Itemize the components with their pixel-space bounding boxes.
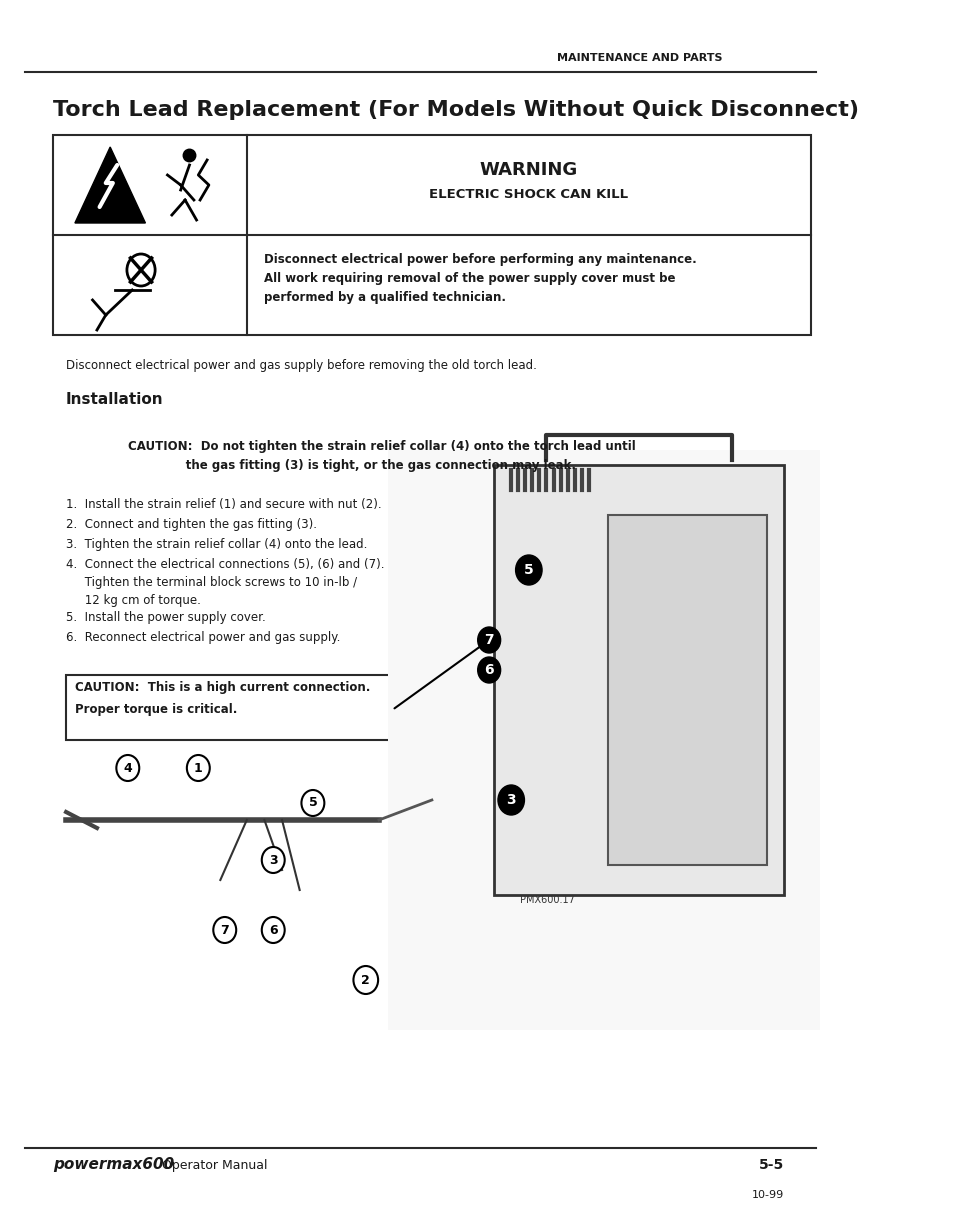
Text: 3.  Tighten the strain relief collar (4) onto the lead.: 3. Tighten the strain relief collar (4) … <box>66 537 367 551</box>
Text: powermax600: powermax600 <box>52 1157 174 1173</box>
Text: 4: 4 <box>123 762 132 774</box>
Bar <box>388 450 819 1029</box>
Circle shape <box>477 627 500 653</box>
Text: 1.  Install the strain relief (1) and secure with nut (2).: 1. Install the strain relief (1) and sec… <box>66 498 381 510</box>
Text: 7: 7 <box>484 633 494 647</box>
Text: 5.  Install the power supply cover.: 5. Install the power supply cover. <box>66 611 266 625</box>
Text: 3: 3 <box>506 793 516 807</box>
Bar <box>66 675 392 740</box>
Circle shape <box>261 917 284 944</box>
Circle shape <box>261 847 284 872</box>
Text: 6.  Reconnect electrical power and gas supply.: 6. Reconnect electrical power and gas su… <box>66 631 340 644</box>
Bar <box>52 135 810 335</box>
Text: 1: 1 <box>193 762 202 774</box>
Text: 5: 5 <box>308 796 317 810</box>
Text: 4.  Connect the electrical connections (5), (6) and (7).
     Tighten the termin: 4. Connect the electrical connections (5… <box>66 558 384 607</box>
Circle shape <box>353 966 377 994</box>
Text: 2: 2 <box>361 973 370 987</box>
Text: CAUTION:  Do not tighten the strain relief collar (4) onto the torch lead until
: CAUTION: Do not tighten the strain relie… <box>128 440 635 472</box>
Circle shape <box>213 917 236 944</box>
Text: CAUTION:  This is a high current connection.: CAUTION: This is a high current connecti… <box>75 681 370 693</box>
Circle shape <box>301 790 324 816</box>
Circle shape <box>187 755 210 782</box>
Text: ELECTRIC SHOCK CAN KILL: ELECTRIC SHOCK CAN KILL <box>429 189 628 201</box>
Circle shape <box>515 555 541 585</box>
Circle shape <box>497 785 524 815</box>
Bar <box>493 465 783 894</box>
Text: Disconnect electrical power before performing any maintenance.
All work requirin: Disconnect electrical power before perfo… <box>264 253 697 304</box>
Text: 10-99: 10-99 <box>751 1190 783 1200</box>
Text: 3: 3 <box>269 854 277 866</box>
Text: 6: 6 <box>269 924 277 936</box>
Text: 2.  Connect and tighten the gas fitting (3).: 2. Connect and tighten the gas fitting (… <box>66 518 316 531</box>
Text: WARNING: WARNING <box>479 161 578 179</box>
Circle shape <box>116 755 139 782</box>
Text: PMX600.17: PMX600.17 <box>519 894 575 906</box>
Text: Disconnect electrical power and gas supply before removing the old torch lead.: Disconnect electrical power and gas supp… <box>66 358 537 372</box>
Text: 7: 7 <box>220 924 229 936</box>
Bar <box>607 515 766 865</box>
Text: Proper torque is critical.: Proper torque is critical. <box>75 703 237 717</box>
Text: Torch Lead Replacement (For Models Without Quick Disconnect): Torch Lead Replacement (For Models Witho… <box>52 99 858 120</box>
Text: 5-5: 5-5 <box>759 1158 783 1172</box>
Text: Operator Manual: Operator Manual <box>154 1158 268 1172</box>
Text: MAINTENANCE AND PARTS: MAINTENANCE AND PARTS <box>557 53 722 63</box>
Text: Installation: Installation <box>66 393 164 407</box>
Text: 6: 6 <box>484 663 494 677</box>
Text: 5: 5 <box>523 563 533 577</box>
Polygon shape <box>75 147 145 223</box>
Circle shape <box>477 656 500 683</box>
